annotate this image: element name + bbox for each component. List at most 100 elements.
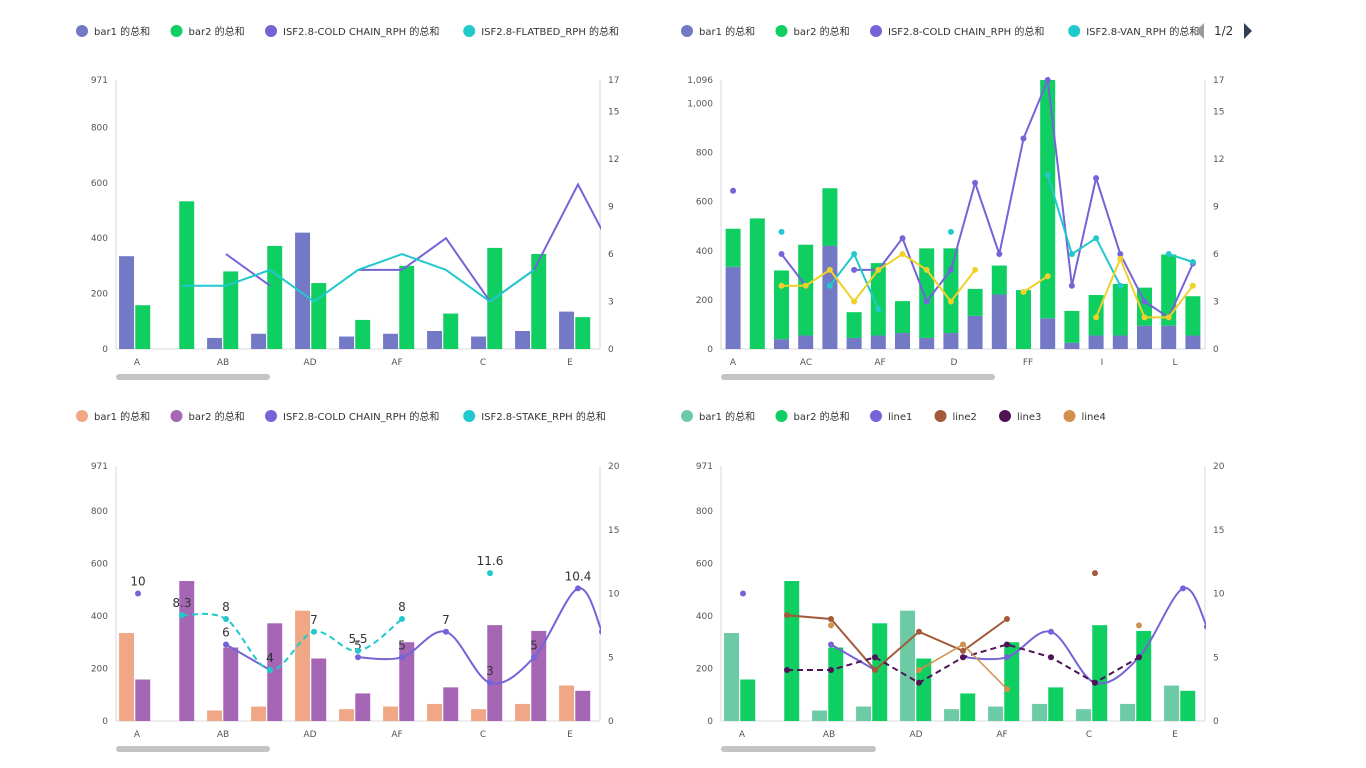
legend-marker-0[interactable] [681, 25, 693, 37]
bar1-5[interactable] [944, 709, 960, 721]
bar1-4[interactable] [295, 610, 311, 721]
bar1-11[interactable] [991, 294, 1007, 349]
bar2-2[interactable] [223, 271, 239, 349]
isf3-point-17[interactable] [1141, 314, 1148, 321]
bar2-8[interactable] [1092, 625, 1108, 721]
cold-chain-point-16[interactable] [1117, 251, 1124, 258]
bar2-5[interactable] [355, 319, 371, 349]
line3-point-8[interactable] [1092, 679, 1098, 686]
cold-chain-line-1[interactable] [780, 253, 807, 287]
pager-prev-icon[interactable] [1196, 23, 1204, 39]
isf3-point-8[interactable] [923, 266, 930, 273]
line2-point-6[interactable] [1004, 616, 1010, 622]
bar1-2[interactable] [207, 337, 223, 349]
bar1-3[interactable] [251, 333, 267, 349]
bar2-14[interactable] [1064, 310, 1080, 343]
bar2-6[interactable] [399, 265, 415, 349]
stake-point-4[interactable] [311, 628, 317, 635]
van-point-9[interactable] [947, 228, 954, 235]
line2-point-8[interactable] [1092, 570, 1098, 577]
bar1-8[interactable] [471, 336, 487, 349]
legend-label-5[interactable]: line4 [1082, 412, 1106, 423]
cold-chain-point-9[interactable] [531, 654, 537, 661]
bar2-5[interactable] [960, 693, 976, 721]
isf3-point-4[interactable] [826, 266, 833, 273]
line3-point-2[interactable] [828, 667, 834, 673]
legend-label-0[interactable]: bar1 的总和 [94, 410, 150, 423]
cold-chain-point-7[interactable] [443, 628, 449, 635]
bar2-6[interactable] [399, 642, 415, 721]
bar1-0[interactable] [724, 633, 740, 721]
isf3-point-2[interactable] [778, 282, 785, 289]
cold-chain-point-0[interactable] [135, 590, 141, 597]
line2-point-4[interactable] [916, 628, 922, 635]
legend-marker-3[interactable] [463, 25, 476, 37]
bar1-14[interactable] [1064, 342, 1080, 349]
bar2-10[interactable] [1180, 690, 1196, 721]
bar1-4[interactable] [822, 245, 838, 349]
isf3-point-6[interactable] [875, 266, 882, 273]
stake-point-2[interactable] [223, 616, 229, 622]
stake-line-0[interactable] [181, 612, 403, 671]
line1-point-2[interactable] [828, 641, 834, 648]
legend-marker-0[interactable] [76, 25, 88, 37]
legend-label-0[interactable]: bar1 的总和 [94, 25, 150, 38]
bar1-2[interactable] [812, 710, 828, 721]
legend-label-3[interactable]: ISF2.8-FLATBED_RPH 的总和 [481, 25, 619, 38]
bar1-0[interactable] [119, 633, 135, 721]
bar1-8[interactable] [919, 337, 935, 349]
bar2-8[interactable] [487, 625, 503, 721]
cold-chain-point-11[interactable] [996, 251, 1003, 258]
cold-chain-point-15[interactable] [1093, 175, 1100, 182]
isf3-line-1[interactable] [1022, 275, 1049, 293]
bar2-0[interactable] [740, 679, 756, 721]
bar2-0[interactable] [135, 305, 151, 349]
legend-marker-4[interactable] [999, 410, 1011, 422]
cold-chain-line-0[interactable] [225, 253, 271, 287]
bar2-2[interactable] [223, 647, 239, 721]
van-point-14[interactable] [1068, 251, 1075, 258]
horizontal-scrollbar[interactable] [721, 746, 876, 752]
bar2-10[interactable] [575, 690, 591, 721]
legend-marker-3[interactable] [934, 410, 947, 422]
line3-point-6[interactable] [1004, 641, 1010, 648]
isf3-point-5[interactable] [851, 298, 858, 305]
van-line-3[interactable] [1046, 174, 1122, 287]
van-point-16[interactable] [1117, 282, 1124, 289]
bar2-9[interactable] [1136, 630, 1152, 721]
bar1-10[interactable] [559, 311, 575, 349]
flatbed-line-0[interactable] [182, 253, 535, 303]
line2-point-2[interactable] [828, 616, 834, 622]
isf3-point-10[interactable] [972, 266, 979, 273]
stake-point-1[interactable] [179, 612, 185, 619]
cold-chain-point-9[interactable] [947, 266, 954, 273]
cold-chain-point-10[interactable] [972, 179, 979, 186]
bar1-8[interactable] [471, 709, 487, 721]
bar1-19[interactable] [1185, 335, 1201, 349]
cold-chain-point-2[interactable] [223, 641, 229, 648]
bar1-9[interactable] [515, 330, 531, 349]
isf3-point-12[interactable] [1020, 289, 1027, 296]
line2-line-0[interactable] [786, 614, 1008, 672]
bar1-13[interactable] [1040, 318, 1056, 349]
bar2-8[interactable] [919, 248, 935, 338]
bar1-10[interactable] [967, 315, 983, 349]
cold-chain-point-0[interactable] [730, 187, 737, 194]
bar2-4[interactable] [311, 658, 327, 721]
bar2-0[interactable] [725, 228, 741, 267]
bar2-9[interactable] [943, 248, 959, 334]
bar1-2[interactable] [207, 710, 223, 721]
bar1-18[interactable] [1161, 325, 1177, 349]
cold-chain-line-2[interactable] [854, 76, 1194, 319]
bar1-16[interactable] [1112, 335, 1128, 349]
line3-point-9[interactable] [1136, 654, 1142, 661]
legend-label-2[interactable]: ISF2.8-COLD CHAIN_RPH 的总和 [283, 25, 439, 38]
legend-label-2[interactable]: ISF2.8-COLD CHAIN_RPH 的总和 [283, 410, 439, 423]
bar1-7[interactable] [427, 330, 443, 349]
legend-label-0[interactable]: bar1 的总和 [699, 410, 755, 423]
line1-point-6[interactable] [1004, 654, 1010, 661]
bar1-5[interactable] [339, 336, 355, 349]
bar2-4[interactable] [916, 658, 932, 721]
legend-marker-1[interactable] [170, 25, 183, 37]
bar2-7[interactable] [443, 687, 459, 721]
